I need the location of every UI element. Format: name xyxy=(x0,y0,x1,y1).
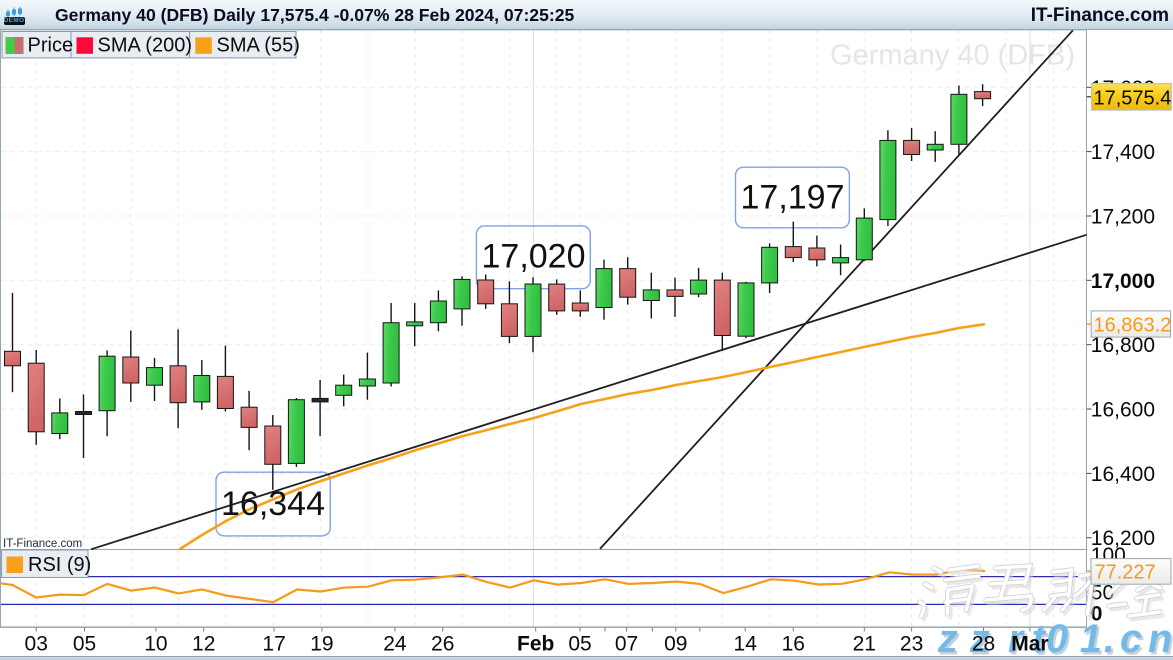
svg-text:10: 10 xyxy=(144,633,167,656)
svg-text:14: 14 xyxy=(734,633,758,656)
svg-text:05: 05 xyxy=(568,633,591,656)
svg-text:16,800: 16,800 xyxy=(1091,334,1155,357)
svg-text:17,200: 17,200 xyxy=(1091,206,1155,229)
svg-text:16,400: 16,400 xyxy=(1091,463,1155,486)
svg-text:17,020: 17,020 xyxy=(482,238,586,276)
svg-text:17,197: 17,197 xyxy=(741,179,845,217)
svg-text:07: 07 xyxy=(615,633,638,656)
svg-text:12: 12 xyxy=(192,633,215,656)
svg-text:09: 09 xyxy=(664,633,687,656)
svg-text:0: 0 xyxy=(1091,602,1103,625)
svg-text:n: n xyxy=(1144,616,1173,660)
svg-text:r: r xyxy=(1007,619,1031,660)
svg-text:17: 17 xyxy=(262,633,285,656)
svg-text:RSI (9): RSI (9) xyxy=(28,554,91,576)
svg-text:Price: Price xyxy=(28,35,74,57)
svg-text:SMA (200): SMA (200) xyxy=(98,35,192,57)
svg-text:26: 26 xyxy=(431,633,454,656)
svg-text:24: 24 xyxy=(383,633,407,656)
svg-text:16,200: 16,200 xyxy=(1091,527,1155,550)
svg-text:16,600: 16,600 xyxy=(1091,399,1155,422)
svg-text:05: 05 xyxy=(73,633,96,656)
svg-text:Mar: Mar xyxy=(1011,633,1048,656)
svg-text:17,400: 17,400 xyxy=(1091,141,1155,164)
svg-text:Feb: Feb xyxy=(517,633,554,656)
svg-text:23: 23 xyxy=(900,633,923,656)
svg-text:16,344: 16,344 xyxy=(221,485,325,523)
svg-text:28: 28 xyxy=(972,633,995,656)
svg-text:03: 03 xyxy=(25,633,48,656)
svg-text:77.227: 77.227 xyxy=(1095,562,1156,584)
svg-text:21: 21 xyxy=(853,633,876,656)
svg-text:50: 50 xyxy=(1091,582,1114,605)
svg-text:17,000: 17,000 xyxy=(1091,270,1155,293)
svg-text:19: 19 xyxy=(310,633,333,656)
svg-text:16,863.2: 16,863.2 xyxy=(1094,314,1172,336)
svg-text:SMA (55): SMA (55) xyxy=(217,35,300,57)
svg-text:17,575.4: 17,575.4 xyxy=(1094,87,1172,109)
svg-text:IT-Finance.com: IT-Finance.com xyxy=(3,538,82,550)
svg-text:16: 16 xyxy=(782,633,805,656)
svg-text:Germany 40 (DFB): Germany 40 (DFB) xyxy=(830,40,1075,72)
